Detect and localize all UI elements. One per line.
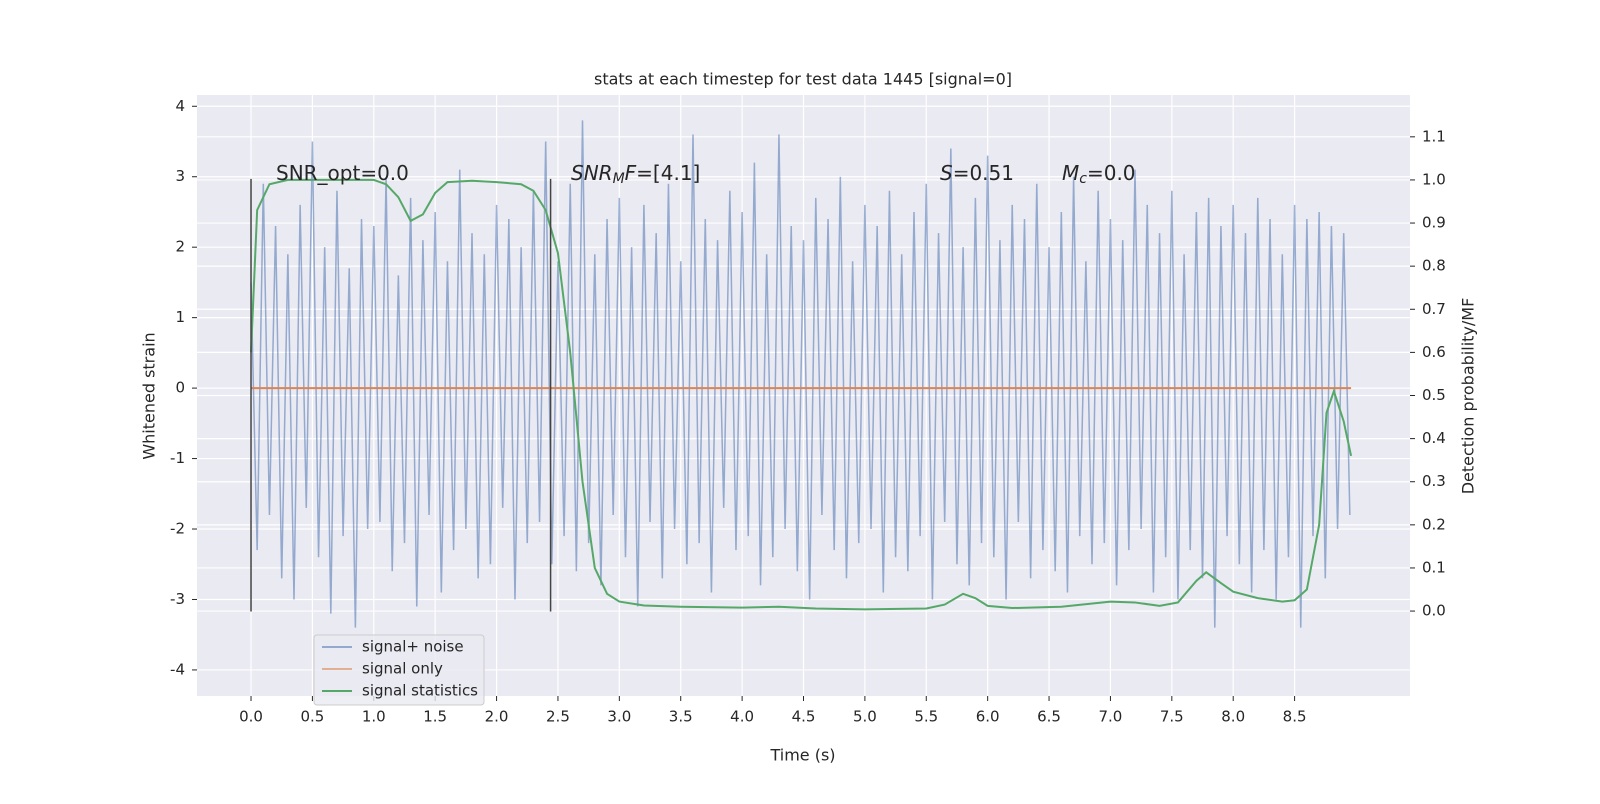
annotation-part: F xyxy=(625,161,637,185)
y2-tick-label: 0.0 xyxy=(1422,602,1446,620)
x-tick-label: 7.0 xyxy=(1099,708,1123,726)
y-tick-label: -4 xyxy=(170,660,185,678)
y2-tick-label: 0.4 xyxy=(1422,429,1446,447)
annotation: Mc=0.0 xyxy=(1062,161,1136,188)
y-tick-label: -1 xyxy=(170,449,185,467)
y-tick-label: 2 xyxy=(175,238,185,256)
y-tick-label: 4 xyxy=(175,97,185,115)
y2-tick-label: 0.8 xyxy=(1422,257,1446,275)
x-tick-label: 2.5 xyxy=(546,708,570,726)
legend-label: signal only xyxy=(362,660,443,678)
series-line xyxy=(250,120,1351,628)
y-tick-label: 3 xyxy=(175,167,185,185)
annotation-part: SNR_opt=0.0 xyxy=(276,161,409,185)
y2-tick-label: 0.5 xyxy=(1422,386,1446,404)
annotation: S=0.51 xyxy=(940,161,1014,185)
y2-tick-label: 1.1 xyxy=(1422,127,1446,145)
x-tick-label: 2.0 xyxy=(485,708,509,726)
annotation-part: M xyxy=(613,171,625,187)
y-axis-label: Whitened strain xyxy=(140,332,159,459)
annotation-part: c xyxy=(1079,171,1087,187)
y-tick-label: -2 xyxy=(170,520,185,538)
annotation-part: SNR xyxy=(571,161,613,185)
x-axis-label: Time (s) xyxy=(769,746,835,765)
x-tick-label: 8.0 xyxy=(1221,708,1245,726)
y-tick-label: 1 xyxy=(175,308,185,326)
y2-tick-label: 0.7 xyxy=(1422,300,1446,318)
annotation-part: =0.0 xyxy=(1087,161,1136,185)
annotation: SNR_opt=0.0 xyxy=(276,161,409,185)
legend-box xyxy=(313,634,485,706)
chart-title: stats at each timestep for test data 144… xyxy=(594,70,1012,89)
x-tick-label: 3.5 xyxy=(669,708,693,726)
y2-tick-label: 1.0 xyxy=(1422,170,1446,188)
x-tick-label: 6.5 xyxy=(1037,708,1061,726)
y2-axis-label: Detection probability/MF xyxy=(1459,298,1478,495)
y2-tick-label: 0.1 xyxy=(1422,558,1446,576)
y2-tick-label: 0.2 xyxy=(1422,515,1446,533)
x-tick-label: 1.5 xyxy=(423,708,447,726)
annotation: SNRMF=[4.1] xyxy=(571,161,700,188)
annotation-part: =0.51 xyxy=(953,161,1014,185)
legend-label: signal statistics xyxy=(362,682,478,700)
x-tick-label: 3.0 xyxy=(607,708,631,726)
y2-tick-label: 0.6 xyxy=(1422,343,1446,361)
x-tick-label: 6.0 xyxy=(976,708,1000,726)
y2-tick-label: 0.9 xyxy=(1422,214,1446,232)
x-tick-label: 4.0 xyxy=(730,708,754,726)
annotation-part: =[4.1] xyxy=(636,161,700,185)
x-tick-label: 5.0 xyxy=(853,708,877,726)
legend-label: signal+ noise xyxy=(362,638,464,656)
x-tick-label: 1.0 xyxy=(362,708,386,726)
annotation-part: S xyxy=(940,161,953,185)
x-tick-label: 5.5 xyxy=(914,708,938,726)
y2-tick-label: 0.3 xyxy=(1422,472,1446,490)
x-tick-label: 8.5 xyxy=(1283,708,1307,726)
y-tick-label: 0 xyxy=(175,379,185,397)
y-tick-label: -3 xyxy=(170,590,185,608)
annotation-part: M xyxy=(1062,161,1079,185)
series-line xyxy=(250,178,1353,611)
x-tick-label: 0.0 xyxy=(239,708,263,726)
x-tick-label: 4.5 xyxy=(792,708,816,726)
x-tick-label: 0.5 xyxy=(300,708,324,726)
x-tick-label: 7.5 xyxy=(1160,708,1184,726)
